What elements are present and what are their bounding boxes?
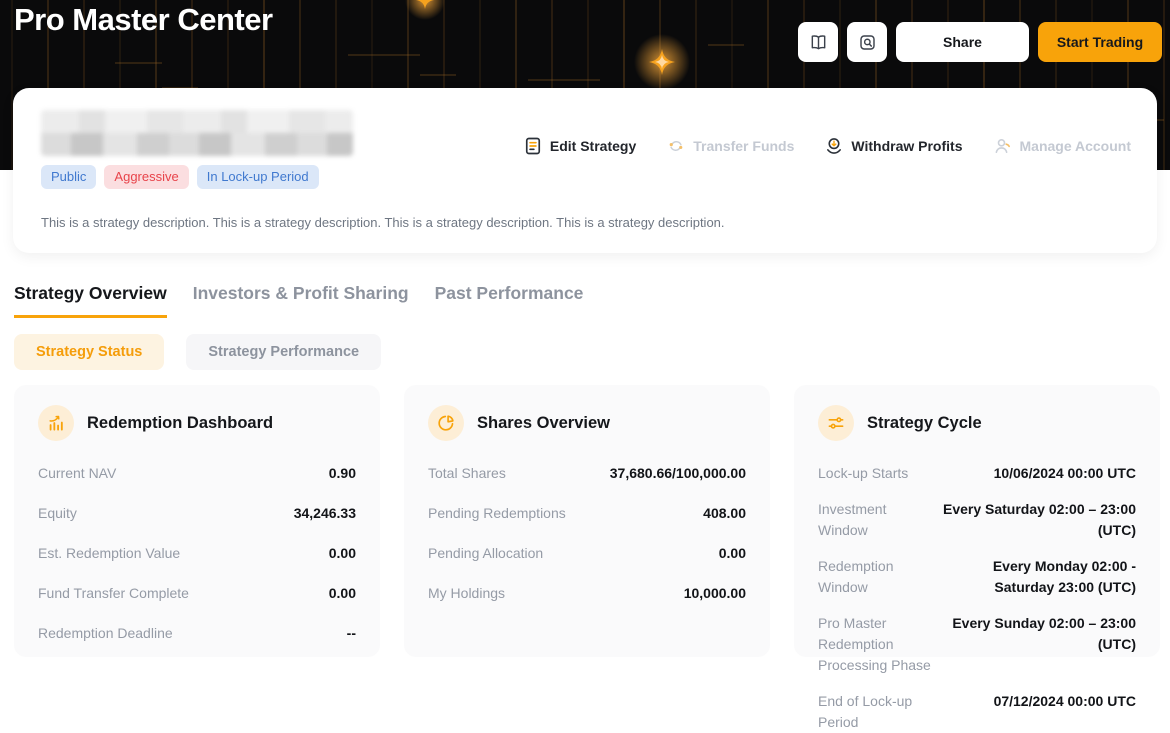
row-lock-up-starts: Lock-up Starts 10/06/2024 00:00 UTC: [818, 463, 1136, 484]
row-total-shares: Total Shares 37,680.66/100,000.00: [428, 463, 746, 483]
row-est-redemption-value: Est. Redemption Value 0.00: [38, 543, 356, 563]
row-investment-window: Investment Window Every Saturday 02:00 –…: [818, 499, 1136, 541]
stat-label: End of Lock-up Period: [818, 693, 913, 730]
start-trading-button[interactable]: Start Trading: [1038, 22, 1162, 62]
transfer-funds-action: Transfer Funds: [666, 136, 794, 156]
badge-in-lock-up-period: In Lock-up Period: [196, 165, 319, 189]
stat-value: 37,680.66/100,000.00: [609, 465, 746, 481]
stat-value: 0.00: [328, 585, 356, 601]
book-icon: [809, 33, 828, 52]
stat-value: Every Monday 02:00 - Saturday 23:00 (UTC…: [992, 558, 1136, 595]
tabs-row: Strategy Overview Investors & Profit Shar…: [14, 283, 1156, 318]
stat-label: Redemption Deadline: [38, 625, 173, 641]
subtab-strategy-performance[interactable]: Strategy Performance: [186, 334, 382, 370]
stat-label: Est. Redemption Value: [38, 545, 181, 561]
stat-value: 10,000.00: [683, 585, 746, 601]
row-fund-transfer-complete: Fund Transfer Complete 0.00: [38, 583, 356, 603]
stat-label: Investment Window: [818, 501, 887, 538]
row-end-of-lock-up-period: End of Lock-up Period 07/12/2024 00:00 U…: [818, 691, 1136, 733]
row-pro-master-redemption-processing-phase: Pro Master Redemption Processing Phase E…: [818, 613, 1136, 676]
row-equity: Equity 34,246.33: [38, 503, 356, 523]
stat-label: Current NAV: [38, 465, 117, 481]
subtab-strategy-status[interactable]: Strategy Status: [14, 334, 165, 370]
card-redemption-dashboard: Redemption Dashboard Current NAV 0.90 Eq…: [14, 385, 380, 657]
page-title: Pro Master Center: [14, 2, 273, 37]
stat-value: 07/12/2024 00:00 UTC: [993, 693, 1136, 709]
stat-label: My Holdings: [428, 585, 506, 601]
stat-label: Total Shares: [428, 465, 506, 481]
edit-strategy-action[interactable]: Edit Strategy: [523, 136, 636, 156]
badge-public: Public: [41, 165, 97, 189]
row-pending-allocation: Pending Allocation 0.00: [428, 543, 746, 563]
tab-past-performance[interactable]: Past Performance: [434, 283, 584, 303]
card-title: Strategy Cycle: [867, 413, 982, 432]
stat-label: Pending Redemptions: [428, 505, 566, 521]
strategy-badges: Public Aggressive In Lock-up Period: [41, 165, 1129, 189]
card-title: Shares Overview: [477, 413, 610, 432]
stat-value: 34,246.33: [293, 505, 356, 521]
pie-chart-icon: [428, 405, 464, 441]
edit-strategy-icon: [523, 136, 543, 156]
stat-value: 408.00: [703, 505, 746, 521]
badge-aggressive: Aggressive: [104, 165, 189, 189]
card-title: Redemption Dashboard: [87, 413, 274, 432]
preview-icon: [858, 33, 877, 52]
stat-label: Pending Allocation: [428, 545, 544, 561]
manage-account-action: Manage Account: [993, 136, 1131, 156]
card-strategy-cycle: Strategy Cycle Lock-up Starts 10/06/2024…: [794, 385, 1160, 730]
stat-label: Fund Transfer Complete: [38, 585, 189, 601]
book-button[interactable]: [798, 22, 838, 62]
row-pending-redemptions: Pending Redemptions 408.00: [428, 503, 746, 523]
tab-strategy-overview[interactable]: Strategy Overview: [14, 283, 167, 318]
sliders-icon: [818, 405, 854, 441]
row-my-holdings: My Holdings 10,000.00: [428, 583, 746, 603]
card-shares-overview: Shares Overview Total Shares 37,680.66/1…: [404, 385, 770, 657]
stat-label: Pro Master Redemption Processing Phase: [818, 615, 931, 673]
row-redemption-deadline: Redemption Deadline --: [38, 623, 356, 643]
stat-label: Lock-up Starts: [818, 465, 909, 481]
subtabs-row: Strategy Status Strategy Performance: [14, 334, 1156, 370]
transfer-funds-icon: [666, 136, 686, 156]
share-button[interactable]: Share: [896, 22, 1029, 62]
stat-value: 0.90: [328, 465, 356, 481]
stat-value: Every Saturday 02:00 – 23:00 (UTC): [942, 501, 1136, 538]
hero-buttons: Share Start Trading: [798, 22, 1162, 62]
bar-chart-icon: [38, 405, 74, 441]
row-redemption-window: Redemption Window Every Monday 02:00 - S…: [818, 556, 1136, 598]
stat-label: Equity: [38, 505, 77, 521]
stat-label: Redemption Window: [818, 558, 894, 595]
withdraw-profits-action[interactable]: Withdraw Profits: [824, 136, 963, 156]
tab-investors-profit-sharing[interactable]: Investors & Profit Sharing: [192, 283, 409, 303]
strategy-name-blurred: [41, 110, 353, 156]
stat-value: 10/06/2024 00:00 UTC: [993, 465, 1136, 481]
stat-value: --: [346, 625, 356, 641]
strategy-description: This is a strategy description. This is …: [41, 215, 725, 230]
hero-icon-buttons: [798, 22, 887, 62]
strategy-actions: Edit Strategy Transfer Funds Withdraw Pr…: [523, 136, 1131, 156]
manage-account-icon: [993, 136, 1013, 156]
stat-value: 0.00: [718, 545, 746, 561]
strategy-summary-card: Public Aggressive In Lock-up Period This i…: [13, 88, 1157, 253]
stat-value: 0.00: [328, 545, 356, 561]
stat-value: Every Sunday 02:00 – 23:00 (UTC): [952, 615, 1136, 652]
stat-cards-row: Redemption Dashboard Current NAV 0.90 Eq…: [14, 385, 1160, 730]
preview-button[interactable]: [847, 22, 887, 62]
withdraw-profits-icon: [824, 136, 844, 156]
row-current-nav: Current NAV 0.90: [38, 463, 356, 483]
